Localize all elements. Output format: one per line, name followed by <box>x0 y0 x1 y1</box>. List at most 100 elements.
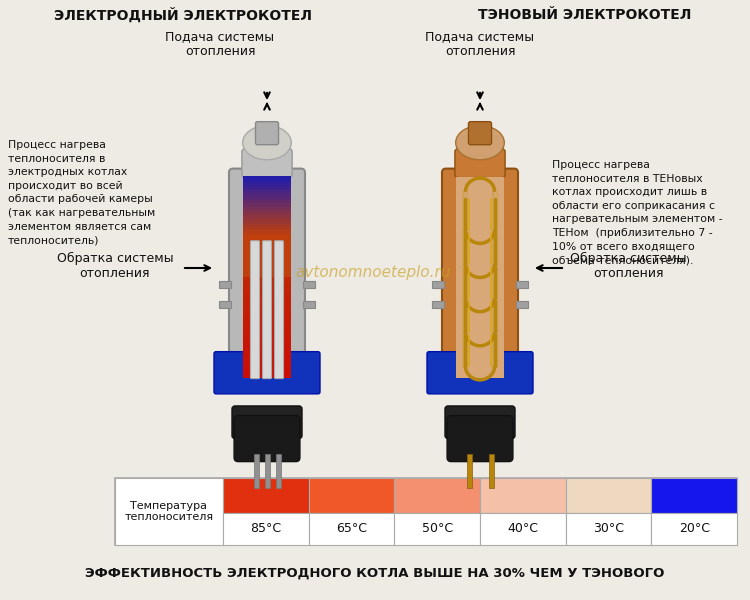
Bar <box>243 346 291 351</box>
Bar <box>243 233 291 237</box>
FancyBboxPatch shape <box>427 352 533 394</box>
Bar <box>243 303 291 307</box>
Bar <box>488 454 494 488</box>
Bar <box>243 353 291 358</box>
Bar <box>243 249 291 254</box>
Bar <box>243 289 291 294</box>
FancyBboxPatch shape <box>251 241 260 379</box>
Bar <box>243 280 291 284</box>
Bar <box>243 236 291 240</box>
Bar <box>243 206 291 210</box>
Text: ЭФФЕКТИВНОСТЬ ЭЛЕКТРОДНОГО КОТЛА ВЫШЕ НА 30% ЧЕМ У ТЭНОВОГО: ЭФФЕКТИВНОСТЬ ЭЛЕКТРОДНОГО КОТЛА ВЫШЕ НА… <box>86 567 664 580</box>
Bar <box>480 513 566 545</box>
Bar <box>223 513 309 545</box>
Bar <box>243 320 291 324</box>
Bar <box>243 219 291 223</box>
Bar <box>243 185 291 190</box>
Bar <box>219 301 231 308</box>
Bar <box>219 281 231 289</box>
Bar <box>309 478 394 513</box>
Bar <box>243 226 291 230</box>
FancyBboxPatch shape <box>274 241 284 379</box>
Bar <box>243 356 291 361</box>
Bar <box>243 189 291 193</box>
Bar <box>254 454 259 488</box>
Bar <box>243 182 291 187</box>
Bar <box>243 276 291 280</box>
Bar <box>243 370 291 374</box>
FancyBboxPatch shape <box>447 416 513 461</box>
Bar <box>243 343 291 347</box>
Bar <box>223 478 309 513</box>
Bar <box>243 209 291 214</box>
Text: 30°C: 30°C <box>593 523 624 535</box>
Bar <box>243 340 291 344</box>
Bar <box>243 259 291 263</box>
Ellipse shape <box>243 125 291 160</box>
Text: Процесс нагрева
теплоносителя в ТЕНовых
котлах происходит лишь в
области его соп: Процесс нагрева теплоносителя в ТЕНовых … <box>552 160 723 265</box>
Bar <box>115 478 223 545</box>
Bar <box>243 313 291 317</box>
Text: Подача системы
отопления: Подача системы отопления <box>425 30 535 58</box>
Bar <box>651 478 737 513</box>
Ellipse shape <box>456 125 504 160</box>
Bar <box>243 316 291 320</box>
Bar <box>243 253 291 257</box>
Bar <box>243 286 291 290</box>
FancyBboxPatch shape <box>242 149 292 178</box>
Text: avtonomnoeteplo.ru: avtonomnoeteplo.ru <box>296 265 451 280</box>
Bar <box>243 367 291 371</box>
FancyBboxPatch shape <box>214 352 320 394</box>
Bar <box>516 301 528 308</box>
Bar <box>265 454 269 488</box>
Bar <box>243 350 291 354</box>
Text: Подача системы
отопления: Подача системы отопления <box>166 30 274 58</box>
FancyBboxPatch shape <box>445 406 515 439</box>
FancyBboxPatch shape <box>262 241 272 379</box>
Bar <box>243 266 291 271</box>
Text: ЭЛЕКТРОДНЫЙ ЭЛЕКТРОКОТЕЛ: ЭЛЕКТРОДНЫЙ ЭЛЕКТРОКОТЕЛ <box>54 8 312 23</box>
Bar <box>243 363 291 368</box>
Text: Обратка системы
отопления: Обратка системы отопления <box>570 252 686 280</box>
Text: 85°C: 85°C <box>251 523 281 535</box>
Bar <box>243 337 291 341</box>
Bar <box>432 301 444 308</box>
Text: ТЭНОВЫЙ ЭЛЕКТРОКОТЕЛ: ТЭНОВЫЙ ЭЛЕКТРОКОТЕЛ <box>478 8 692 22</box>
FancyBboxPatch shape <box>232 406 302 439</box>
Bar <box>243 212 291 217</box>
Text: 20°C: 20°C <box>679 523 710 535</box>
Bar <box>243 229 291 233</box>
Bar <box>455 176 505 377</box>
Text: Обратка системы
отопления: Обратка системы отопления <box>57 252 173 280</box>
Bar <box>651 513 737 545</box>
Bar <box>243 246 291 250</box>
Bar <box>243 223 291 227</box>
Text: 50°C: 50°C <box>422 523 453 535</box>
Bar <box>243 256 291 260</box>
Bar <box>466 454 472 488</box>
Bar <box>243 196 291 200</box>
Bar <box>243 193 291 197</box>
Bar <box>243 202 291 207</box>
Bar <box>566 513 651 545</box>
Text: 65°C: 65°C <box>336 523 367 535</box>
Bar <box>275 454 280 488</box>
Bar <box>309 513 394 545</box>
Bar <box>394 513 480 545</box>
FancyBboxPatch shape <box>256 122 278 145</box>
Bar <box>243 176 291 180</box>
Bar <box>516 281 528 289</box>
Bar <box>243 329 291 334</box>
FancyBboxPatch shape <box>229 169 305 386</box>
Bar <box>243 216 291 220</box>
Bar <box>303 281 315 289</box>
Bar <box>243 306 291 311</box>
Bar <box>394 478 480 513</box>
FancyBboxPatch shape <box>469 122 491 145</box>
Bar <box>243 333 291 337</box>
Bar <box>243 373 291 377</box>
Text: Температура
теплоносителя: Температура теплоносителя <box>124 500 214 522</box>
Bar <box>243 296 291 301</box>
Bar <box>243 269 291 274</box>
Bar <box>243 326 291 331</box>
